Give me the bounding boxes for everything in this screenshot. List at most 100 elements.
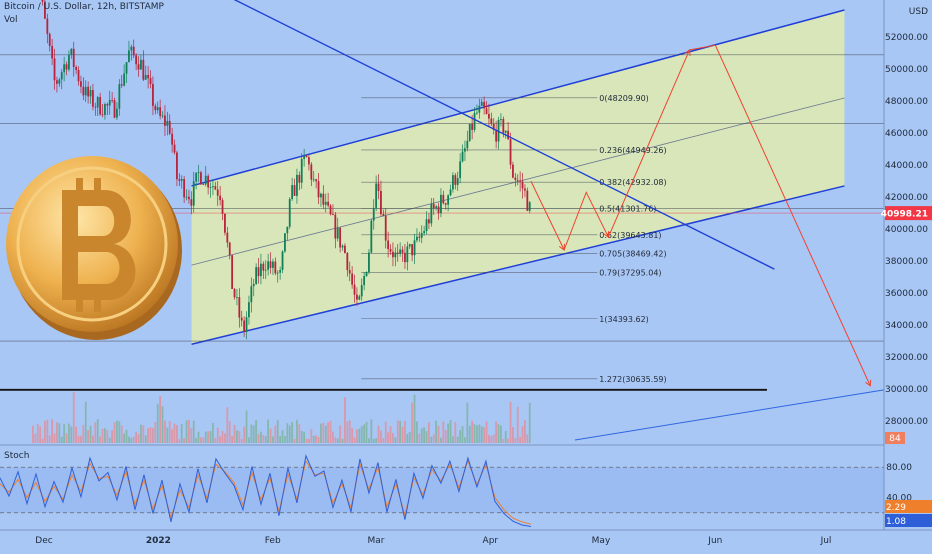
candle-body bbox=[408, 244, 411, 247]
volume-bar bbox=[156, 403, 159, 443]
volume-bar bbox=[320, 423, 322, 443]
volume-bar bbox=[32, 425, 34, 443]
candle-body bbox=[274, 261, 277, 274]
volume-bar bbox=[118, 421, 121, 443]
candle-body bbox=[478, 105, 481, 113]
candle-body bbox=[188, 196, 190, 200]
price-axis-background bbox=[884, 0, 932, 550]
volume-bar bbox=[77, 435, 80, 443]
volume-bar bbox=[324, 425, 327, 443]
volume-bar bbox=[284, 436, 286, 443]
candle-body bbox=[286, 226, 289, 234]
volume-bar bbox=[322, 422, 325, 443]
volume-bar bbox=[188, 419, 190, 443]
fibonacci-layer: 0(48209.90) 0.236(44949.26) 0.382(42932.08… bbox=[361, 94, 667, 384]
candle-body bbox=[195, 172, 198, 182]
time-tick-label: Mar bbox=[367, 536, 384, 546]
volume-bar bbox=[104, 428, 106, 443]
candle-body bbox=[166, 120, 169, 126]
candle-body bbox=[464, 148, 466, 152]
candle-body bbox=[300, 158, 303, 183]
volume-bar bbox=[358, 428, 361, 443]
price-axis[interactable]: USD 28000.00 30000.00 32000.00 34000.00 36000… bbox=[881, 0, 932, 550]
candle-body bbox=[130, 46, 133, 51]
time-axis[interactable]: Dec 2022 Feb Mar Apr May Jun Jul bbox=[0, 529, 932, 550]
candle-body bbox=[413, 240, 416, 256]
volume-bar bbox=[442, 421, 445, 443]
volume-bar bbox=[382, 438, 385, 443]
candle-body bbox=[312, 179, 315, 181]
price-tick-label: 50000.00 bbox=[885, 65, 928, 75]
volume-bar bbox=[341, 438, 344, 443]
volume-bar bbox=[214, 437, 217, 443]
volume-bar bbox=[173, 423, 176, 443]
volume-bar bbox=[327, 422, 330, 443]
volume-bar bbox=[514, 438, 517, 443]
candles-layer bbox=[41, 0, 531, 340]
volume-bar bbox=[96, 419, 99, 443]
candle-body bbox=[288, 199, 291, 227]
candle-body bbox=[226, 232, 229, 243]
candle-body bbox=[63, 64, 66, 73]
volume-bar bbox=[336, 438, 339, 443]
stoch-k-line bbox=[0, 454, 531, 527]
stoch-title: Stoch bbox=[4, 451, 29, 461]
volume-bar bbox=[387, 432, 390, 443]
time-tick-label: Jul bbox=[820, 536, 832, 546]
candle-body bbox=[152, 83, 154, 106]
candle-body bbox=[356, 294, 358, 300]
candle-body bbox=[454, 175, 457, 185]
candle-body bbox=[276, 272, 279, 274]
volume-bar bbox=[164, 420, 166, 443]
volume-bar bbox=[512, 427, 514, 443]
volume-bar bbox=[344, 397, 346, 443]
volume-bar bbox=[452, 436, 454, 443]
candle-body bbox=[521, 181, 524, 189]
volume-bar bbox=[315, 435, 318, 443]
volume-bar bbox=[101, 428, 104, 443]
fib-level-label: 0.705(38469.42) bbox=[599, 250, 666, 259]
candle-body bbox=[418, 236, 421, 238]
candle-body bbox=[118, 84, 121, 109]
volume-bar bbox=[130, 437, 133, 443]
projection-arrowhead bbox=[603, 231, 610, 239]
candle-body bbox=[243, 320, 246, 332]
candle-body bbox=[476, 112, 478, 114]
candle-body bbox=[483, 101, 486, 109]
volume-bar bbox=[92, 435, 94, 443]
volume-bar bbox=[171, 429, 174, 443]
volume-bar bbox=[375, 438, 378, 443]
volume-bar bbox=[485, 421, 488, 443]
candle-body bbox=[423, 231, 426, 234]
candle-body bbox=[202, 184, 205, 186]
volume-bar bbox=[456, 436, 459, 443]
volume-bar bbox=[243, 426, 246, 443]
candle-body bbox=[437, 206, 440, 214]
volume-bar bbox=[255, 420, 258, 443]
candle-body bbox=[382, 214, 385, 216]
volume-bar bbox=[132, 436, 135, 443]
candle-body bbox=[488, 114, 490, 119]
volume-bar bbox=[48, 435, 51, 443]
candle-body bbox=[495, 129, 498, 142]
candle-body bbox=[221, 200, 224, 214]
candle-body bbox=[430, 203, 433, 224]
candle-body bbox=[473, 112, 476, 130]
candle-body bbox=[428, 219, 430, 224]
candle-body bbox=[279, 269, 282, 273]
candle-body bbox=[51, 46, 54, 59]
volume-bar bbox=[380, 430, 382, 443]
candle-body bbox=[384, 215, 387, 241]
rising-support-line bbox=[574, 389, 885, 441]
candle-body bbox=[197, 172, 200, 174]
volume-bar bbox=[257, 434, 260, 443]
candle-body bbox=[394, 252, 397, 258]
candle-body bbox=[353, 284, 356, 295]
volume-bar bbox=[509, 401, 512, 443]
volume-bar bbox=[464, 437, 466, 443]
time-tick-label: 2022 bbox=[146, 536, 171, 546]
trendlines-layer bbox=[0, 0, 885, 441]
volume-bar bbox=[480, 426, 483, 443]
